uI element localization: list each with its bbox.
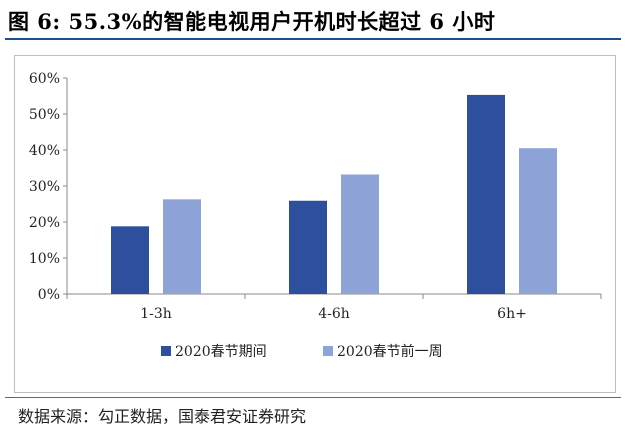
y-tick-label: 50% [29,107,60,123]
bar-4-6h-series-2 [341,174,379,294]
legend-label-series-1: 2020春节期间 [175,344,267,360]
y-tick-label: 30% [29,179,60,195]
legend-swatch-series-2 [323,346,333,356]
y-tick-label: 60% [29,71,60,87]
legend-swatch-series-1 [161,346,171,356]
bar-6h+-series-2 [519,148,557,294]
x-category-label: 1-3h [140,306,172,322]
x-category-label: 4-6h [318,306,350,322]
y-tick-label: 40% [29,143,60,159]
bar-4-6h-series-1 [289,200,327,294]
source-rule [5,397,621,398]
bar-6h+-series-1 [467,94,505,294]
y-tick-label: 0% [38,287,60,303]
y-tick-label: 10% [29,251,60,267]
bar-1-3h-series-1 [111,226,149,294]
legend-label-series-2: 2020春节前一周 [337,343,443,360]
x-category-label: 6h+ [497,306,527,322]
bar-1-3h-series-2 [163,199,201,294]
y-tick-label: 20% [29,215,60,231]
bar-chart: 0% 10% 20% 30% 40% 50% 60% 1-3h 4-6h 6h+ 2020春节期间 2… [29,71,602,360]
chart-frame: 0% 10% 20% 30% 40% 50% 60% 1-3h 4-6h 6h+ 2020春节期间 2… [14,55,616,393]
figure-title: 图 6: 55.3%的智能电视用户开机时长超过 6 小时 [8,9,496,34]
title-rule [5,38,621,40]
data-source: 数据来源：勾正数据，国泰君安证券研究 [18,407,307,426]
